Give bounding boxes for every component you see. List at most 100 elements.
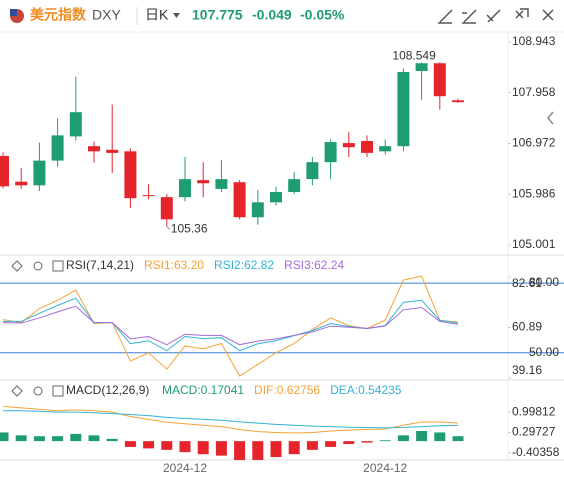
macd-bar <box>252 441 264 460</box>
price-change: -0.049 <box>252 7 292 23</box>
macd-bar <box>124 441 136 447</box>
erase-tool[interactable] <box>486 9 501 23</box>
y-tick-label: 60.89 <box>512 320 542 334</box>
macd-bar <box>325 441 337 447</box>
y-tick-label: 0.99812 <box>512 404 556 418</box>
macd-bar <box>270 441 282 458</box>
candle-body <box>415 63 428 71</box>
macd-bar <box>0 432 9 442</box>
macd-line <box>2 405 459 434</box>
y-tick-label: 108.943 <box>512 34 556 48</box>
y-tick-label: 105.001 <box>512 237 556 251</box>
macd-bar <box>397 435 409 442</box>
candle-body <box>379 146 392 152</box>
flag-canton <box>10 9 17 16</box>
instrument-name: 美元指数 <box>30 7 87 23</box>
y-tick-label: 82.61 <box>512 276 542 290</box>
macd-bar <box>143 441 155 449</box>
macd-bar <box>179 441 191 453</box>
macd-bar <box>434 432 446 442</box>
hide-icon[interactable] <box>11 260 23 272</box>
macd-bar <box>88 435 100 442</box>
x-tick-label: 2024-12 <box>363 461 407 475</box>
y-tick-label: 107.958 <box>512 85 556 99</box>
macd-line <box>3 410 459 429</box>
candle-body <box>142 195 155 197</box>
rsi-icons <box>11 260 64 272</box>
macd-bar <box>379 440 391 442</box>
macd-bar <box>234 441 246 460</box>
candle-body <box>397 72 410 147</box>
candle-body <box>160 197 173 220</box>
macd-bar <box>343 441 355 445</box>
expand-icon[interactable] <box>52 260 64 272</box>
macd-icons <box>11 385 64 397</box>
collapse-arrow[interactable] <box>547 111 554 125</box>
candle-body <box>15 181 28 186</box>
period-selector[interactable]: 日K <box>145 7 169 23</box>
legend-entry: RSI1:63.20 <box>144 258 204 272</box>
reference-label: 50.00 <box>529 345 559 359</box>
price-change-pct: -0.05% <box>300 7 345 23</box>
fullscreen[interactable] <box>515 8 529 19</box>
reference-label: 80.00 <box>529 275 559 289</box>
legend-entry: DIF:0.62756 <box>254 383 320 397</box>
y-tick-label: 0.29727 <box>512 425 556 439</box>
hide-icon[interactable] <box>11 385 23 397</box>
macd-bar <box>52 436 64 442</box>
x-tick-label: 2024-12 <box>163 461 207 475</box>
expand-icon[interactable] <box>52 385 64 397</box>
y-tick-label: 39.16 <box>512 363 542 377</box>
legend-entry: RSI3:62.24 <box>284 258 344 272</box>
candle-body <box>306 162 319 180</box>
macd-bar <box>106 438 118 442</box>
macd-bar <box>70 433 82 442</box>
candle-body <box>433 63 446 97</box>
y-tick-label: 106.972 <box>512 136 556 150</box>
annotation-leader <box>166 226 171 230</box>
dropdown-arrow[interactable] <box>173 13 180 18</box>
macd-bar <box>416 431 428 442</box>
macd-bar <box>15 435 27 442</box>
candle-body <box>270 192 282 203</box>
candle-body <box>215 179 228 189</box>
macd-bar <box>288 441 300 455</box>
candle-body <box>361 141 373 153</box>
candle-body <box>51 135 64 161</box>
candle-body <box>88 146 100 152</box>
legend-entry: MACD:0.17041 <box>162 383 244 397</box>
candle-body <box>324 142 337 163</box>
close[interactable] <box>542 9 554 21</box>
macd-bar <box>197 441 209 455</box>
candle-body <box>179 179 191 198</box>
macd-bar <box>361 441 373 443</box>
settings-icon[interactable] <box>33 261 43 271</box>
legend-entry: RSI2:62.82 <box>214 258 274 272</box>
macd-title: MACD(12,26,9) <box>66 383 149 397</box>
legend-entry: DEA:0.54235 <box>330 383 402 397</box>
y-tick-label: -0.40358 <box>512 445 560 459</box>
low-annotation: 105.36 <box>171 222 208 236</box>
macd-bar <box>452 436 464 442</box>
macd-bar <box>33 436 45 442</box>
high-annotation: 108.549 <box>392 48 436 62</box>
draw-tool[interactable] <box>438 9 453 24</box>
settings-icon[interactable] <box>33 386 43 396</box>
toolbar <box>438 8 554 24</box>
candle-body <box>33 160 46 186</box>
draw-tool-2[interactable] <box>462 9 477 24</box>
rsi-line <box>2 305 459 346</box>
candle-body <box>251 202 264 218</box>
y-tick-label: 105.986 <box>512 186 556 200</box>
macd-bar <box>306 441 318 450</box>
rsi-line <box>2 275 459 377</box>
candle-body <box>288 179 301 193</box>
symbol: DXY <box>92 7 121 23</box>
candle-body <box>197 180 210 184</box>
macd-bar <box>161 441 173 450</box>
candle-body <box>233 182 246 218</box>
macd-bar <box>215 441 227 456</box>
candle-body <box>69 112 82 137</box>
